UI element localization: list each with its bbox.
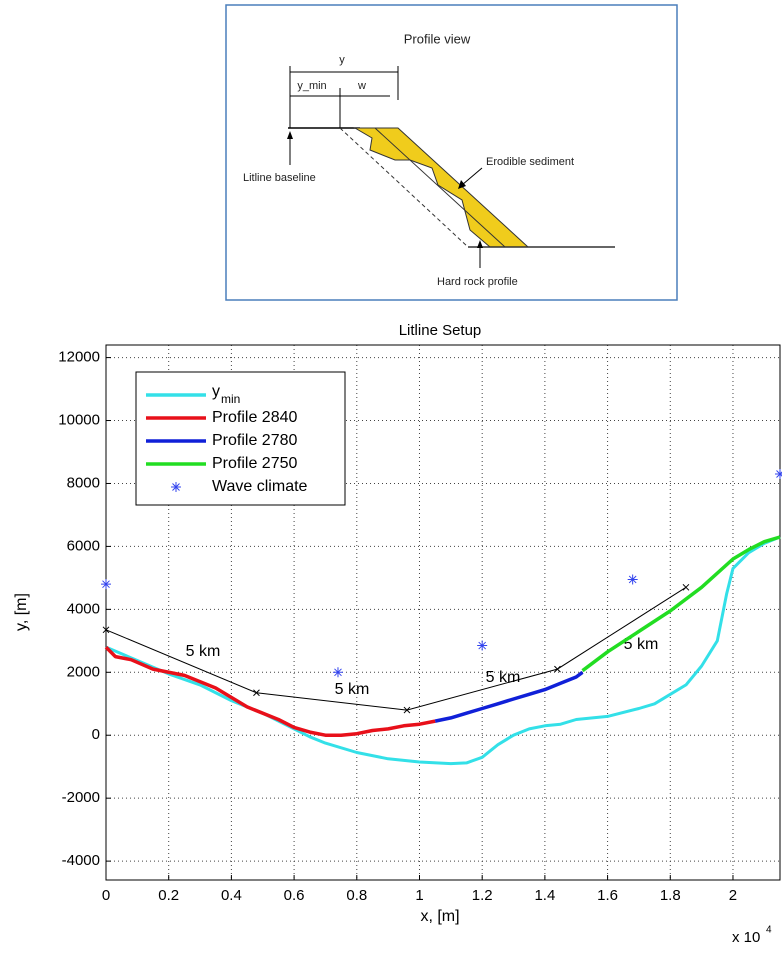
legend-label: Wave climate	[212, 478, 308, 495]
sediment-label: Erodible sediment	[486, 156, 574, 168]
y-tick-label: 10000	[58, 411, 100, 428]
ymin-dim-label: y_min	[297, 80, 326, 92]
baseline-label: Litline baseline	[243, 172, 316, 184]
y-tick-label: 4000	[67, 600, 100, 617]
x-tick-label: 1.4	[534, 887, 555, 904]
annotation: 5 km	[186, 643, 221, 660]
y-axis-label: y, [m]	[13, 593, 30, 631]
y-tick-label: 6000	[67, 537, 100, 554]
annotation: 5 km	[486, 669, 521, 686]
profile-diagram: Profile view y y_min w Litline baseline …	[226, 5, 677, 300]
legend-label: y	[212, 383, 220, 400]
x-scale-label: x 10	[732, 929, 760, 946]
wave-marker	[101, 579, 111, 589]
x-tick-label: 0.4	[221, 887, 242, 904]
y-tick-label: -4000	[62, 852, 100, 869]
wave-marker	[628, 574, 638, 584]
wave-marker	[477, 641, 487, 651]
legend-subscript: min	[221, 392, 240, 406]
x-tick-label: 0.2	[158, 887, 179, 904]
y-tick-label: 12000	[58, 349, 100, 366]
y-tick-label: 2000	[67, 663, 100, 680]
x-tick-label: 0.8	[346, 887, 367, 904]
x-axis-label: x, [m]	[420, 908, 459, 925]
x-tick-label: 0.6	[284, 887, 305, 904]
wave-marker	[333, 667, 343, 677]
diagram-frame	[226, 5, 677, 300]
annotation: 5 km	[335, 681, 370, 698]
legend-label: Profile 2840	[212, 409, 297, 426]
y-dim-label: y	[339, 54, 345, 66]
diagram-title: Profile view	[404, 31, 471, 46]
y-tick-label: 0	[92, 726, 100, 743]
x-tick-label: 1	[415, 887, 423, 904]
x-scale-exponent: 4	[766, 925, 772, 936]
x-tick-label: 0	[102, 887, 110, 904]
y-tick-label: -2000	[62, 789, 100, 806]
x-tick-label: 2	[729, 887, 737, 904]
rock-label: Hard rock profile	[437, 276, 518, 288]
x-tick-label: 1.6	[597, 887, 618, 904]
x-tick-label: 1.2	[472, 887, 493, 904]
page: Profile view y y_min w Litline baseline …	[0, 0, 782, 950]
legend-label: Profile 2750	[212, 455, 297, 472]
legend-label: Profile 2780	[212, 432, 297, 449]
y-tick-label: 8000	[67, 474, 100, 491]
chart-title: Litline Setup	[399, 322, 482, 339]
legend-marker	[171, 482, 181, 492]
x-tick-label: 1.8	[660, 887, 681, 904]
w-dim-label: w	[357, 80, 366, 92]
